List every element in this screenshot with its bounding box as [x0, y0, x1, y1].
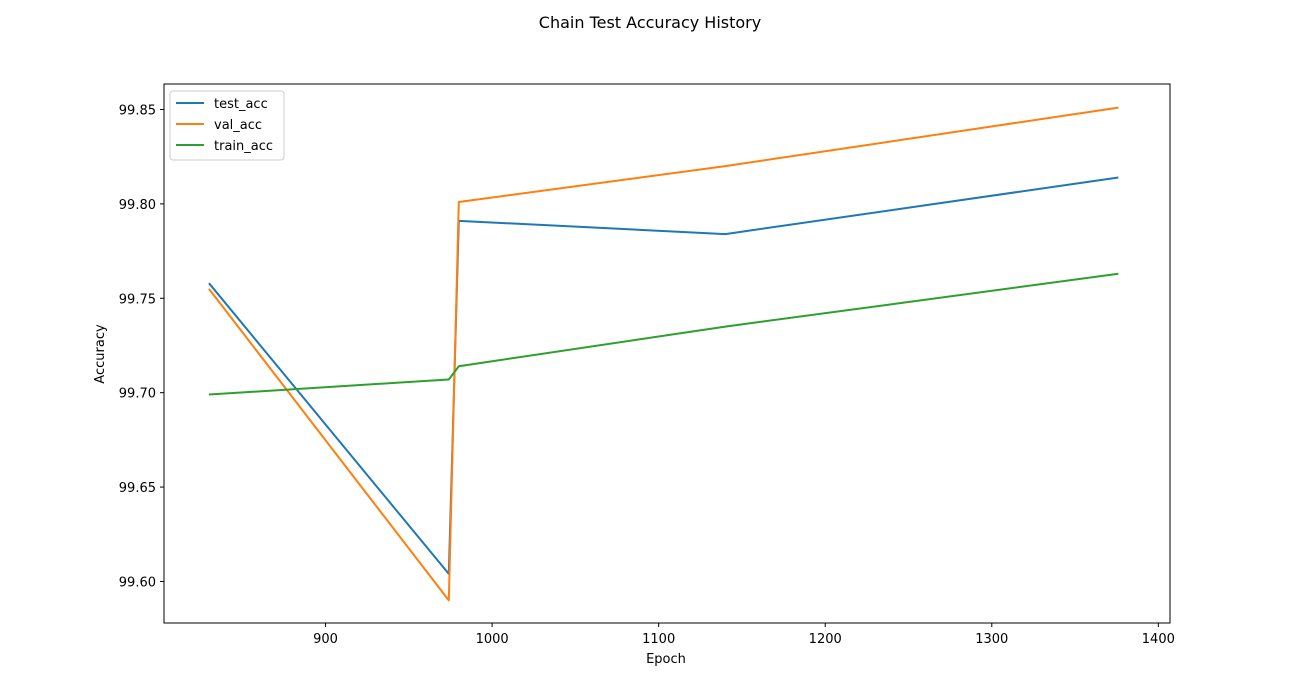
series-line-train-acc	[208, 272, 1119, 396]
y-tick-label: 99.80	[119, 198, 156, 213]
series-line-val-acc	[208, 106, 1119, 602]
legend-label: val_acc	[214, 118, 262, 133]
y-tick-label: 99.65	[119, 481, 156, 496]
y-tick-label: 99.75	[119, 292, 156, 307]
x-tick-label: 900	[313, 632, 338, 647]
legend-label: test_acc	[214, 97, 268, 112]
y-tick-label: 99.60	[119, 575, 156, 590]
series-line-test-acc	[208, 176, 1119, 575]
x-axis: 900 1000 1100 1200 1300 1400	[313, 623, 1175, 647]
plot-frame	[163, 83, 1171, 624]
y-axis-label: Accuracy	[93, 324, 108, 384]
legend-label: train_acc	[214, 139, 273, 154]
y-tick-label: 99.70	[119, 387, 156, 402]
y-tick-label: 99.85	[119, 103, 156, 118]
series-lines	[208, 106, 1119, 602]
x-tick-label: 1100	[642, 632, 675, 647]
x-tick-label: 1300	[975, 632, 1008, 647]
legend: test_acc val_acc train_acc	[169, 90, 285, 161]
x-tick-label: 1400	[1142, 632, 1175, 647]
chart-title: Chain Test Accuracy History	[539, 13, 761, 32]
x-tick-label: 1000	[476, 632, 509, 647]
legend-box	[169, 90, 285, 161]
x-tick-label: 1200	[809, 632, 842, 647]
y-axis: 99.60 99.65 99.70 99.75 99.80 99.85	[119, 103, 164, 590]
x-axis-label: Epoch	[646, 652, 686, 667]
